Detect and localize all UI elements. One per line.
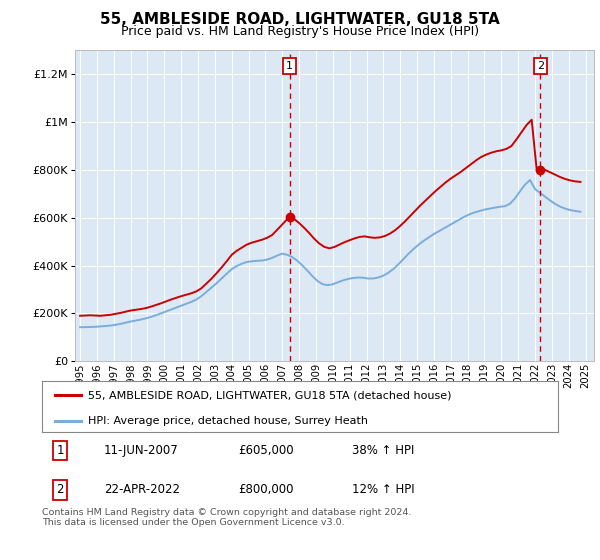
Text: 55, AMBLESIDE ROAD, LIGHTWATER, GU18 5TA (detached house): 55, AMBLESIDE ROAD, LIGHTWATER, GU18 5TA… bbox=[88, 390, 452, 400]
Text: 22-APR-2022: 22-APR-2022 bbox=[104, 483, 180, 496]
Text: Price paid vs. HM Land Registry's House Price Index (HPI): Price paid vs. HM Land Registry's House … bbox=[121, 25, 479, 38]
Text: HPI: Average price, detached house, Surrey Heath: HPI: Average price, detached house, Surr… bbox=[88, 416, 368, 426]
Text: Contains HM Land Registry data © Crown copyright and database right 2024.
This d: Contains HM Land Registry data © Crown c… bbox=[42, 508, 412, 528]
Text: 2: 2 bbox=[56, 483, 64, 496]
Text: 11-JUN-2007: 11-JUN-2007 bbox=[104, 444, 179, 457]
Text: £605,000: £605,000 bbox=[238, 444, 294, 457]
Text: 2: 2 bbox=[536, 61, 544, 71]
Text: 55, AMBLESIDE ROAD, LIGHTWATER, GU18 5TA: 55, AMBLESIDE ROAD, LIGHTWATER, GU18 5TA bbox=[100, 12, 500, 27]
Text: 38% ↑ HPI: 38% ↑ HPI bbox=[352, 444, 414, 457]
Text: 12% ↑ HPI: 12% ↑ HPI bbox=[352, 483, 414, 496]
Text: 1: 1 bbox=[286, 61, 293, 71]
Text: 1: 1 bbox=[56, 444, 64, 457]
Text: £800,000: £800,000 bbox=[238, 483, 293, 496]
